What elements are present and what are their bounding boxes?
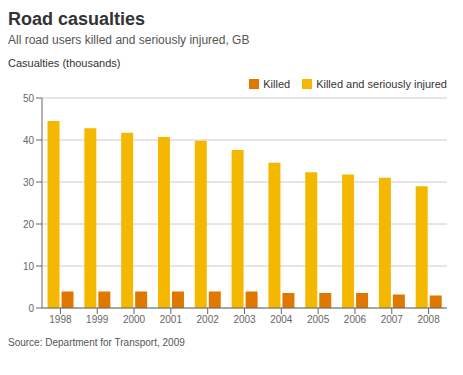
svg-text:2007: 2007 [381,314,404,325]
svg-text:1999: 1999 [86,314,109,325]
svg-text:2001: 2001 [160,314,183,325]
svg-text:2004: 2004 [270,314,293,325]
svg-text:1998: 1998 [49,314,72,325]
svg-text:2005: 2005 [307,314,330,325]
html-text:Casualties (thousands): Casualties (thousands) [8,57,121,69]
svg-text:2008: 2008 [417,314,440,325]
svg-text:10: 10 [23,261,35,272]
svg-text:2003: 2003 [233,314,256,325]
html-text:Killed: Killed [263,78,291,90]
html-text:Source: Department for Transpo: Source: Department for Transport, 2009 [8,337,185,348]
svg-text:2006: 2006 [344,314,367,325]
svg-text:20: 20 [23,219,35,230]
svg-text:40: 40 [23,135,35,146]
svg-text:0: 0 [28,303,34,314]
svg-text:30: 30 [23,177,35,188]
html-text:Killed and seriously injured: Killed and seriously injured [316,78,447,90]
svg-text:2000: 2000 [123,314,146,325]
svg-text:50: 50 [23,93,35,104]
html-text:Road casualties: Road casualties [8,9,146,29]
html-text:All road users killed and seri: All road users killed and seriously inju… [8,33,250,47]
svg-text:2002: 2002 [197,314,220,325]
